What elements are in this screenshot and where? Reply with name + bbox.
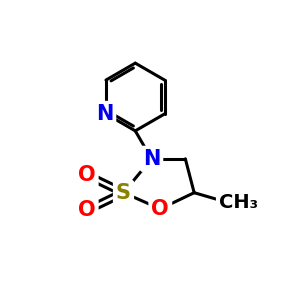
Text: O: O [78,200,95,220]
Text: O: O [78,165,95,185]
Text: S: S [116,183,131,203]
Text: O: O [152,199,169,219]
Text: N: N [96,104,113,124]
Text: N: N [143,149,160,169]
Text: CH₃: CH₃ [219,194,258,212]
